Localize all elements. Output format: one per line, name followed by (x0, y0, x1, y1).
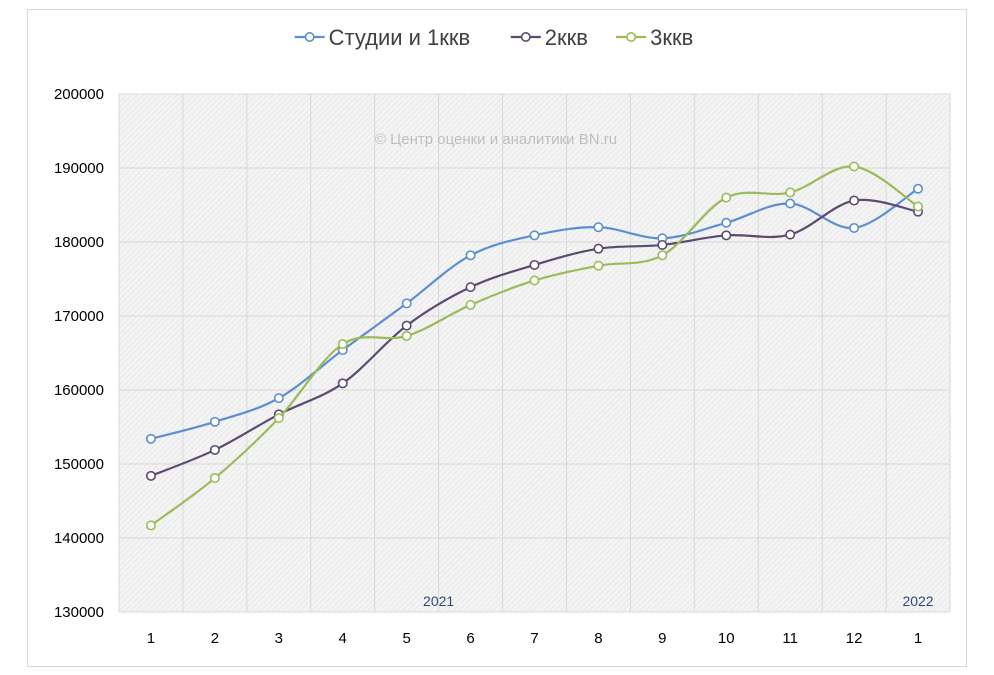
data-point (145, 470, 156, 481)
data-point (913, 201, 924, 212)
data-point (721, 230, 732, 241)
watermark: © Центр оценки и аналитики BN.ru (375, 131, 617, 148)
x-tick-label: 1 (914, 630, 922, 647)
year-label: 2022 (902, 593, 933, 609)
data-point (465, 282, 476, 293)
data-point (337, 339, 348, 350)
data-point (401, 320, 412, 331)
x-tick-label: 7 (530, 630, 538, 647)
data-point (593, 222, 604, 233)
x-tick-label: 12 (846, 630, 863, 647)
legend-point-marker (626, 31, 637, 42)
data-point (785, 187, 796, 198)
data-point (401, 330, 412, 341)
legend-label: 3ккв (650, 25, 693, 50)
data-point (721, 192, 732, 203)
x-tick-label: 6 (466, 630, 474, 647)
x-tick-label: 9 (658, 630, 666, 647)
data-point (401, 298, 412, 309)
data-point (593, 243, 604, 254)
x-axis-tick-labels: 1 2 3 4 5 6 7 8 9 10 11 12 1 (147, 630, 922, 647)
y-tick-label: 180000 (54, 234, 104, 251)
legend-item: 3ккв (616, 25, 693, 50)
data-point (273, 413, 284, 424)
x-tick-label: 11 (782, 630, 798, 647)
y-tick-label: 190000 (54, 160, 104, 177)
legend-item: 2ккв (510, 25, 588, 50)
legend-label: Студии и 1ккв (329, 25, 471, 50)
data-point (721, 217, 732, 228)
data-point (657, 250, 668, 261)
year-labels: 2021 2022 (423, 593, 934, 609)
y-tick-label: 150000 (54, 456, 104, 473)
series-lines (145, 161, 924, 531)
data-point (785, 229, 796, 240)
data-point (209, 444, 220, 455)
y-tick-label: 130000 (54, 604, 104, 621)
data-point (913, 183, 924, 194)
x-tick-label: 10 (718, 630, 735, 647)
y-tick-label: 200000 (54, 86, 104, 103)
series-3 (145, 161, 924, 531)
data-point (785, 198, 796, 209)
year-label: 2021 (423, 593, 454, 609)
data-point (209, 473, 220, 484)
y-tick-label: 140000 (54, 530, 104, 547)
data-point (145, 520, 156, 531)
y-tick-label: 160000 (54, 382, 104, 399)
data-point (209, 416, 220, 427)
data-point (849, 222, 860, 233)
legend: Студии и 1ккв 2ккв 3ккв (294, 25, 693, 50)
data-point (529, 259, 540, 270)
series-1 (145, 183, 924, 444)
data-point (337, 378, 348, 389)
x-tick-label: 1 (147, 630, 155, 647)
x-tick-label: 5 (402, 630, 410, 647)
data-point (593, 260, 604, 271)
data-point (849, 161, 860, 172)
x-tick-label: 4 (339, 630, 347, 647)
legend-item: Студии и 1ккв (294, 25, 471, 50)
legend-label: 2ккв (545, 25, 588, 50)
data-point (145, 433, 156, 444)
data-point (465, 299, 476, 310)
x-tick-label: 2 (211, 630, 219, 647)
y-axis-tick-labels: 130000 140000 150000 160000 170000 180000 1900… (54, 86, 104, 621)
legend-point-marker (520, 31, 531, 42)
x-tick-label: 8 (594, 630, 602, 647)
legend-point-marker (304, 31, 315, 42)
data-point (657, 239, 668, 250)
data-point (529, 275, 540, 286)
data-point (465, 250, 476, 261)
gridlines (118, 93, 951, 613)
y-tick-label: 170000 (54, 308, 104, 325)
plot-area (119, 94, 950, 612)
x-tick-label: 3 (275, 630, 283, 647)
data-point (529, 230, 540, 241)
data-point (849, 195, 860, 206)
data-point (273, 393, 284, 404)
